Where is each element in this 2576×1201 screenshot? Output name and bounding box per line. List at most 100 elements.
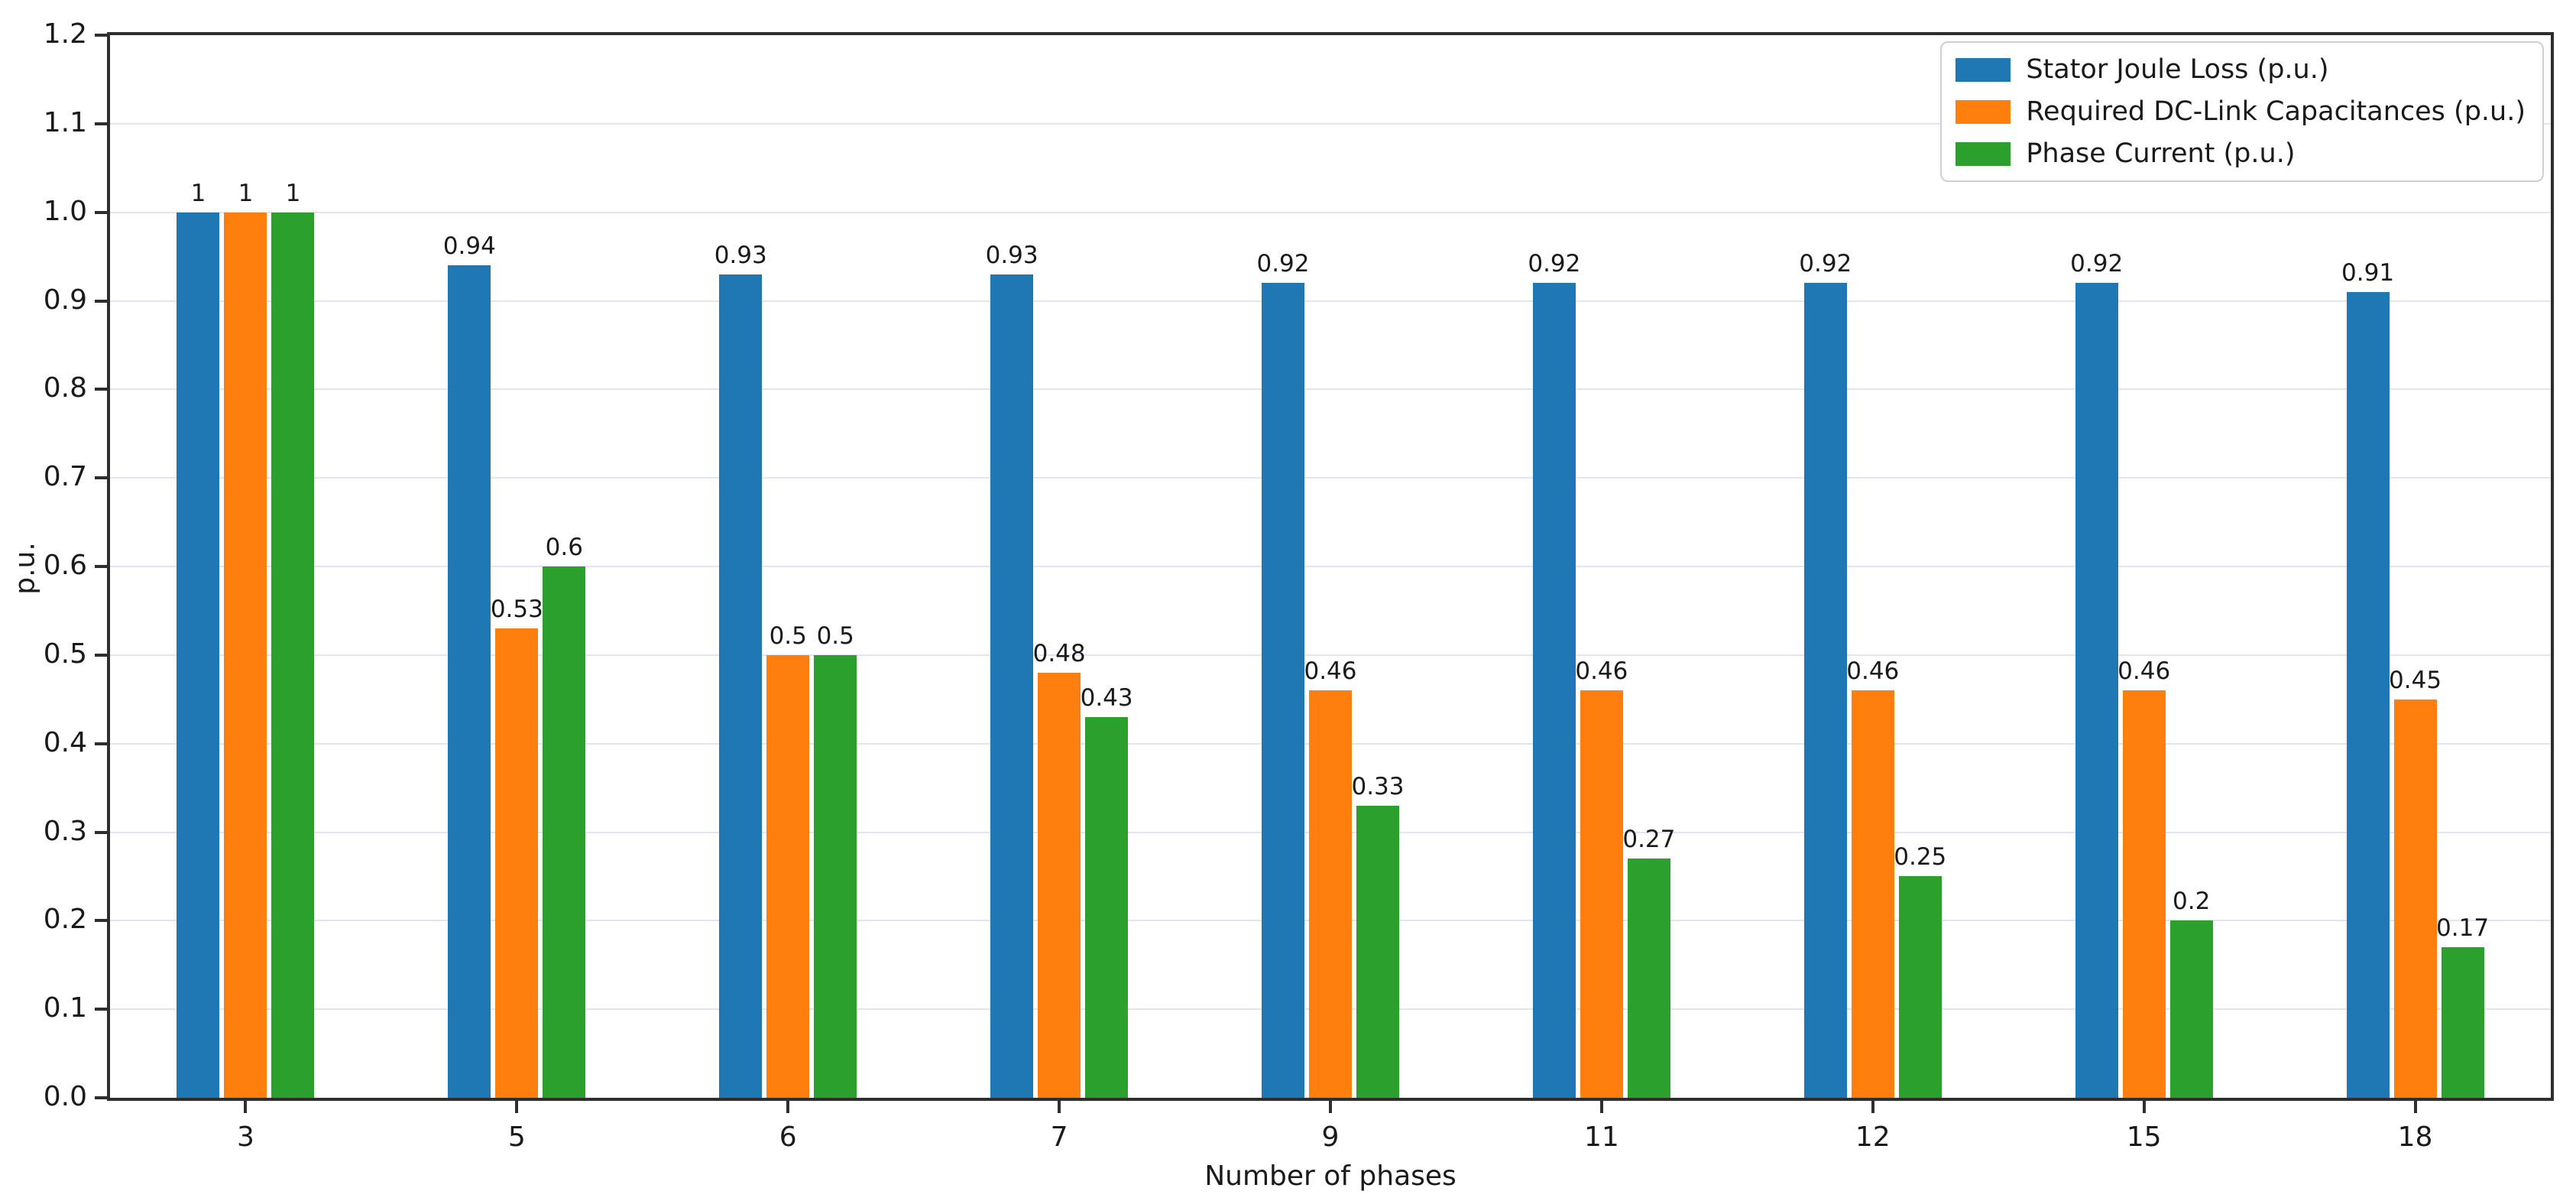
- y-tick-mark: [95, 299, 107, 303]
- bar-series-1: [1262, 283, 1304, 1098]
- y-tick-label: 1.0: [43, 195, 87, 227]
- y-tick-mark: [95, 1096, 107, 1099]
- bar-series-2: [1851, 690, 1894, 1098]
- y-tick-mark: [95, 210, 107, 214]
- bar-value-label: 0.5: [769, 622, 807, 650]
- y-tick-label: 0.1: [43, 992, 87, 1024]
- y-tick-label: 0.4: [43, 726, 87, 758]
- bar-series-3: [271, 212, 315, 1098]
- bar-value-label: 0.17: [2436, 914, 2490, 943]
- bar-series-3: [2169, 920, 2213, 1098]
- x-tick-label: 11: [1583, 1121, 1619, 1153]
- legend-swatch: [1955, 57, 2011, 82]
- legend-item: Stator Joule Loss (p.u.): [1955, 54, 2526, 86]
- y-tick-label: 0.3: [43, 815, 87, 847]
- grid-line: [110, 211, 2551, 213]
- bar-value-label: 0.94: [442, 232, 496, 261]
- grid-line: [110, 300, 2551, 302]
- y-tick-mark: [95, 1008, 107, 1011]
- bar-value-label: 0.6: [545, 534, 583, 561]
- bar-series-2: [2393, 699, 2437, 1098]
- bar-value-label: 0.46: [1304, 657, 1357, 686]
- bar-series-2: [1038, 673, 1081, 1098]
- bar-value-label: 0.43: [1080, 683, 1133, 712]
- bar-series-1: [2346, 291, 2390, 1098]
- y-tick-label: 0.2: [43, 904, 87, 936]
- legend-label: Required DC-Link Capacitances (p.u.): [2026, 96, 2526, 127]
- bar-series-2: [224, 212, 267, 1098]
- x-tick-label: 7: [1050, 1121, 1068, 1153]
- bar-value-label: 0.92: [1799, 250, 1852, 278]
- bar-value-label: 0.25: [1894, 843, 1947, 872]
- bar-series-3: [1627, 859, 1670, 1098]
- y-tick-label: 1.1: [43, 106, 87, 138]
- bar-series-1: [1803, 283, 1847, 1098]
- x-tick-label: 6: [779, 1121, 797, 1153]
- x-tick-label: 18: [2397, 1121, 2433, 1153]
- legend-label: Stator Joule Loss (p.u.): [2026, 54, 2329, 85]
- bar-series-1: [2075, 283, 2118, 1098]
- bar-value-label: 0.46: [1575, 657, 1628, 686]
- bar-value-label: 0.48: [1032, 640, 1086, 667]
- bar-series-1: [448, 265, 491, 1098]
- bar-value-label: 0.92: [1528, 250, 1581, 278]
- grid-line: [110, 477, 2551, 479]
- bar-value-label: 0.5: [816, 622, 854, 650]
- y-tick-label: 0.6: [43, 550, 87, 581]
- y-tick-mark: [95, 388, 107, 391]
- y-tick-label: 0.8: [43, 372, 87, 404]
- grid-line: [110, 654, 2551, 656]
- x-tick-label: 15: [2126, 1121, 2162, 1153]
- bar-series-2: [1580, 690, 1623, 1098]
- bars-layer: 1 1 1 0.94 0.53 0.6 0.93 0.5 0.5 0.93 0.48 0.43 0.92…: [110, 35, 2551, 1098]
- legend-item: Phase Current (p.u.): [1955, 138, 2526, 170]
- legend: Stator Joule Loss (p.u.) Required DC-Link…: [1940, 41, 2544, 182]
- y-tick-mark: [95, 830, 107, 834]
- bar-value-label: 0.33: [1351, 772, 1405, 800]
- bar-value-label: 1: [285, 179, 301, 207]
- x-tick-mark: [2142, 1101, 2146, 1113]
- y-tick-mark: [95, 565, 107, 568]
- bar-series-3: [2441, 947, 2484, 1098]
- x-tick-mark: [1058, 1101, 1061, 1113]
- bar-series-2: [766, 654, 810, 1098]
- grid-line: [110, 122, 2551, 125]
- bar-value-label: 0.46: [2118, 657, 2171, 686]
- y-tick-label: 0.5: [43, 638, 87, 670]
- bar-value-label: 1: [190, 179, 206, 207]
- legend-swatch: [1955, 141, 2011, 166]
- y-tick-mark: [95, 34, 107, 37]
- y-tick-label: 1.2: [43, 18, 87, 50]
- y-tick-mark: [95, 653, 107, 657]
- grid-line: [110, 566, 2551, 567]
- grid-line: [110, 388, 2551, 391]
- bar-series-1: [1532, 283, 1576, 1098]
- x-tick-mark: [786, 1101, 790, 1113]
- bar-value-label: 0.92: [2070, 250, 2124, 278]
- bar-value-label: 0.27: [1622, 826, 1676, 854]
- bar-value-label: 1: [238, 179, 254, 207]
- y-tick-mark: [95, 919, 107, 923]
- plot-area: 1 1 1 0.94 0.53 0.6 0.93 0.5 0.5 0.93 0.48 0.43 0.92…: [107, 32, 2554, 1101]
- x-tick-label: 5: [507, 1121, 526, 1153]
- legend-item: Required DC-Link Capacitances (p.u.): [1955, 96, 2526, 128]
- y-tick-label: 0.7: [43, 461, 87, 493]
- x-axis-title: Number of phases: [1204, 1160, 1456, 1192]
- legend-label: Phase Current (p.u.): [2026, 138, 2296, 169]
- bar-series-2: [1309, 690, 1352, 1098]
- x-tick-mark: [2413, 1101, 2417, 1113]
- bar-series-3: [543, 566, 586, 1098]
- y-tick-label: 0.9: [43, 284, 87, 316]
- bar-series-1: [990, 274, 1034, 1098]
- x-tick-mark: [1871, 1101, 1874, 1113]
- bar-value-label: 0.93: [985, 241, 1039, 269]
- bar-value-label: 0.45: [2389, 666, 2442, 694]
- x-tick-label: 12: [1855, 1121, 1891, 1153]
- bar-series-3: [1356, 805, 1399, 1098]
- x-tick-mark: [515, 1101, 519, 1113]
- bar-value-label: 0.53: [490, 596, 543, 624]
- bar-value-label: 0.46: [1846, 657, 1900, 686]
- y-tick-label: 0.0: [43, 1081, 87, 1112]
- x-tick-mark: [244, 1101, 248, 1113]
